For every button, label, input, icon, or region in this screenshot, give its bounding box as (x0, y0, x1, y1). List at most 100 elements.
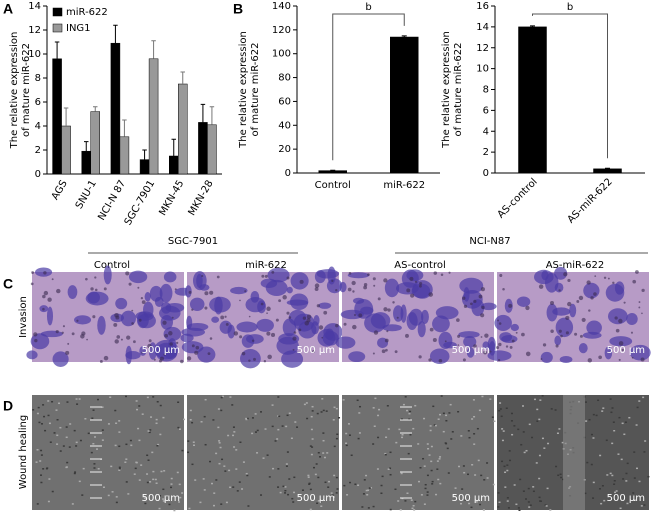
stained-cell (160, 314, 173, 330)
cell-speck (65, 466, 68, 469)
pore (261, 274, 265, 278)
pore (347, 287, 352, 292)
cell-speck (155, 418, 158, 421)
pore (286, 276, 290, 280)
cell-speck (502, 430, 505, 432)
x-tick-label: Control (315, 180, 351, 191)
bar (148, 58, 159, 175)
cell-speck (309, 445, 312, 447)
cell-speck (322, 452, 325, 454)
scale-bar-label: 500 μm (142, 493, 180, 504)
cell-speck (146, 454, 149, 457)
cell-speck (451, 431, 454, 433)
row-label: Wound healing (18, 415, 29, 489)
cell-speck (468, 436, 471, 439)
error-bar (113, 24, 118, 44)
pore (103, 287, 107, 291)
cell-speck (235, 449, 238, 451)
cell-speck (400, 418, 403, 420)
pore (271, 270, 275, 274)
cell-speck (345, 432, 348, 435)
wound-gap (563, 395, 585, 510)
pore (565, 315, 570, 321)
cell-speck (411, 507, 414, 510)
cell-speck (245, 418, 248, 421)
pore (282, 295, 287, 300)
cell-speck (204, 398, 207, 401)
cell-speck (125, 458, 128, 460)
cell-speck (225, 501, 228, 504)
pore (429, 327, 434, 332)
error-bar (122, 119, 127, 137)
cell-speck (381, 475, 384, 478)
cell-speck (101, 406, 104, 408)
cell-speck (636, 467, 639, 470)
cell-speck (420, 494, 423, 496)
cell-speck (309, 488, 312, 491)
y-tick-label: 12 (28, 25, 41, 36)
cell-speck (294, 421, 297, 423)
cell-speck (316, 412, 319, 415)
cell-speck (170, 477, 173, 480)
stained-cell (352, 297, 365, 304)
pore (567, 278, 571, 283)
cell-speck (310, 428, 313, 431)
pore (618, 318, 623, 324)
cell-speck (357, 484, 360, 486)
pore (480, 287, 485, 292)
cell-speck (330, 492, 333, 494)
cell-speck (191, 463, 194, 466)
cell-speck (38, 421, 41, 424)
stained-cell (197, 346, 216, 363)
cell-speck (345, 442, 348, 445)
cell-speck (323, 456, 326, 459)
cell-speck (65, 436, 68, 439)
cell-speck (347, 423, 350, 425)
pore (433, 271, 438, 275)
cell-speck (118, 467, 121, 470)
significance-label: b (365, 2, 371, 13)
stained-cell (327, 266, 336, 285)
cell-speck (387, 428, 390, 430)
pore (640, 357, 645, 362)
pore (598, 355, 602, 360)
cell-speck (402, 403, 405, 406)
cell-speck (162, 498, 165, 500)
cell-speck (203, 489, 206, 491)
cell-speck (111, 491, 114, 493)
cell-speck (71, 503, 74, 505)
cell-speck (232, 434, 235, 437)
cell-speck (626, 462, 629, 465)
cell-speck (538, 477, 541, 480)
cell-speck (372, 443, 375, 445)
cell-speck (79, 439, 82, 442)
cell-speck (138, 439, 141, 442)
cell-speck (220, 409, 223, 412)
y-tick-label: 14 (476, 22, 489, 33)
row-label: Invasion (18, 296, 29, 338)
pore (293, 331, 297, 334)
cell-speck (449, 403, 452, 406)
cell-speck (129, 439, 132, 442)
cell-speck (328, 480, 331, 483)
x-tick-label: AS-control (496, 176, 540, 220)
y-tick-label: 10 (28, 49, 41, 60)
cell-speck (48, 422, 51, 425)
stained-cell (429, 348, 450, 364)
cell-speck (232, 426, 235, 428)
cell-speck (152, 478, 155, 481)
cell-speck (436, 460, 439, 462)
cell-speck (73, 429, 76, 432)
cell-speck (517, 428, 520, 431)
cell-speck (162, 416, 165, 419)
cell-speck (92, 409, 95, 411)
cell-speck (36, 449, 39, 451)
cell-speck (423, 465, 426, 467)
cell-speck (284, 489, 287, 492)
cell-speck (466, 473, 469, 476)
stained-cell (314, 270, 326, 284)
pore (314, 287, 319, 291)
cell-speck (444, 442, 447, 444)
y-tick-label: 2 (35, 145, 41, 156)
cell-speck (179, 428, 182, 430)
